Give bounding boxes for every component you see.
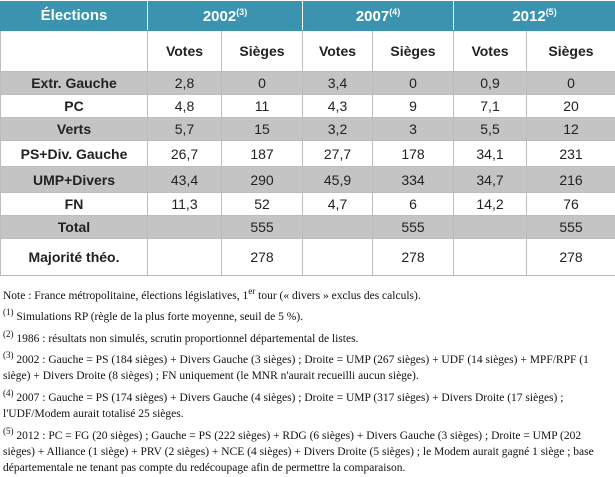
election-table: Élections 2002(3) 2007(4) 2012(5) Votes … bbox=[0, 0, 615, 276]
note-main: Note : France métropolitaine, élections … bbox=[3, 283, 612, 304]
header-year: 2002(3) bbox=[148, 1, 303, 31]
cell-value: 3 bbox=[373, 118, 454, 141]
footnote: (3) 2002 : Gauche = PS (184 sièges) + Di… bbox=[3, 347, 612, 385]
cell-value: 26,7 bbox=[148, 141, 222, 167]
header-elections: Élections bbox=[1, 1, 148, 31]
row-label: UMP+Divers bbox=[1, 167, 148, 193]
cell-value bbox=[303, 216, 373, 239]
cell-value: 334 bbox=[373, 167, 454, 193]
cell-value: 0,9 bbox=[454, 72, 527, 95]
footnote: (5) 2012 : PC = FG (20 sièges) ; Gauche … bbox=[3, 423, 612, 477]
footnote: (4) 2007 : Gauche = PS (174 sièges) + Di… bbox=[3, 385, 612, 423]
cell-value: 5,7 bbox=[148, 118, 222, 141]
cell-value: 9 bbox=[373, 95, 454, 118]
cell-value: 11,3 bbox=[148, 193, 222, 216]
cell-value: 3,4 bbox=[303, 72, 373, 95]
row-label: PC bbox=[1, 95, 148, 118]
col-votes: Votes bbox=[454, 31, 527, 72]
cell-value bbox=[454, 239, 527, 276]
cell-value: 187 bbox=[222, 141, 303, 167]
cell-value: 555 bbox=[527, 216, 615, 239]
notes: Note : France métropolitaine, élections … bbox=[0, 276, 615, 477]
cell-value: 6 bbox=[373, 193, 454, 216]
row-label: FN bbox=[1, 193, 148, 216]
cell-value: 4,3 bbox=[303, 95, 373, 118]
header-year: 2012(5) bbox=[454, 1, 615, 31]
cell-value: 278 bbox=[222, 239, 303, 276]
cell-value: 0 bbox=[222, 72, 303, 95]
cell-value: 4,8 bbox=[148, 95, 222, 118]
cell-value: 0 bbox=[527, 72, 615, 95]
footnote: (2) 1986 : résultats non simulés, scruti… bbox=[3, 326, 612, 347]
cell-value: 15 bbox=[222, 118, 303, 141]
cell-value: 178 bbox=[373, 141, 454, 167]
col-votes: Votes bbox=[148, 31, 222, 72]
subheader-row: Votes Sièges Votes Sièges Votes Sièges bbox=[1, 31, 615, 72]
footnote: (1) Simulations RP (règle de la plus for… bbox=[3, 304, 612, 325]
cell-value: 34,7 bbox=[454, 167, 527, 193]
cell-value bbox=[148, 216, 222, 239]
cell-value: 290 bbox=[222, 167, 303, 193]
cell-value: 76 bbox=[527, 193, 615, 216]
cell-value: 12 bbox=[527, 118, 615, 141]
cell-value: 231 bbox=[527, 141, 615, 167]
table-row: Total 555 555 555 bbox=[1, 216, 615, 239]
cell-value: 14,2 bbox=[454, 193, 527, 216]
cell-value: 52 bbox=[222, 193, 303, 216]
cell-value: 278 bbox=[527, 239, 615, 276]
cell-value bbox=[148, 239, 222, 276]
row-label: Majorité théo. bbox=[1, 239, 148, 276]
cell-value bbox=[303, 239, 373, 276]
cell-value: 34,1 bbox=[454, 141, 527, 167]
cell-value: 216 bbox=[527, 167, 615, 193]
cell-value: 7,1 bbox=[454, 95, 527, 118]
col-votes: Votes bbox=[303, 31, 373, 72]
cell-value: 11 bbox=[222, 95, 303, 118]
table-row: Majorité théo. 278 278 278 bbox=[1, 239, 615, 276]
row-label: Total bbox=[1, 216, 148, 239]
col-sieges: Sièges bbox=[222, 31, 303, 72]
cell-value: 27,7 bbox=[303, 141, 373, 167]
cell-value: 0 bbox=[373, 72, 454, 95]
cell-value: 278 bbox=[373, 239, 454, 276]
cell-value: 5,5 bbox=[454, 118, 527, 141]
col-sieges: Sièges bbox=[373, 31, 454, 72]
header-year: 2007(4) bbox=[303, 1, 454, 31]
cell-value: 4,7 bbox=[303, 193, 373, 216]
row-label: Verts bbox=[1, 118, 148, 141]
cell-value: 45,9 bbox=[303, 167, 373, 193]
cell-value: 555 bbox=[373, 216, 454, 239]
header-row: Élections 2002(3) 2007(4) 2012(5) bbox=[1, 1, 615, 31]
cell-value: 43,4 bbox=[148, 167, 222, 193]
row-label: Extr. Gauche bbox=[1, 72, 148, 95]
col-sieges: Sièges bbox=[527, 31, 615, 72]
cell-value: 3,2 bbox=[303, 118, 373, 141]
cell-value: 20 bbox=[527, 95, 615, 118]
cell-value: 555 bbox=[222, 216, 303, 239]
cell-value bbox=[454, 216, 527, 239]
row-label: PS+Div. Gauche bbox=[1, 141, 148, 167]
cell-value: 2,8 bbox=[148, 72, 222, 95]
